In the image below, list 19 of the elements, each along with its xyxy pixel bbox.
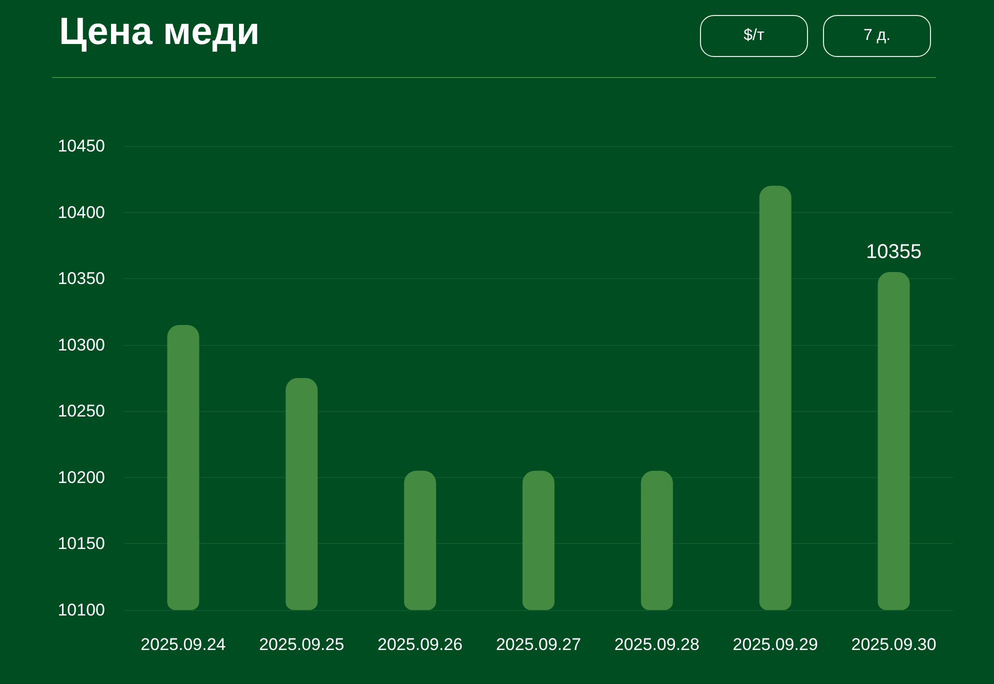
y-tick-label: 10350: [58, 269, 105, 288]
y-tick-label: 10200: [58, 468, 105, 487]
x-tick-label: 2025.09.29: [732, 635, 818, 654]
toggle-button[interactable]: $/т: [700, 15, 808, 57]
chart-title: Цена меди: [59, 11, 260, 53]
toggle-button[interactable]: 7 д.: [823, 15, 931, 57]
y-tick-label: 10250: [58, 402, 105, 421]
x-tick-label: 2025.09.24: [140, 635, 226, 654]
x-tick-label: 2025.09.27: [496, 635, 582, 654]
y-tick-label: 10450: [58, 136, 105, 156]
y-tick-label: 10150: [58, 534, 105, 554]
x-tick-label: 2025.09.30: [851, 635, 936, 654]
y-tick-label: 10400: [58, 202, 105, 222]
data-label: 10355: [866, 240, 922, 263]
x-tick-label: 2025.09.25: [259, 635, 344, 654]
x-tick-label: 2025.09.26: [378, 635, 463, 654]
y-tick-label: 10300: [58, 335, 105, 354]
x-tick-label: 2025.09.28: [614, 635, 700, 654]
y-tick-label: 10100: [58, 600, 105, 620]
